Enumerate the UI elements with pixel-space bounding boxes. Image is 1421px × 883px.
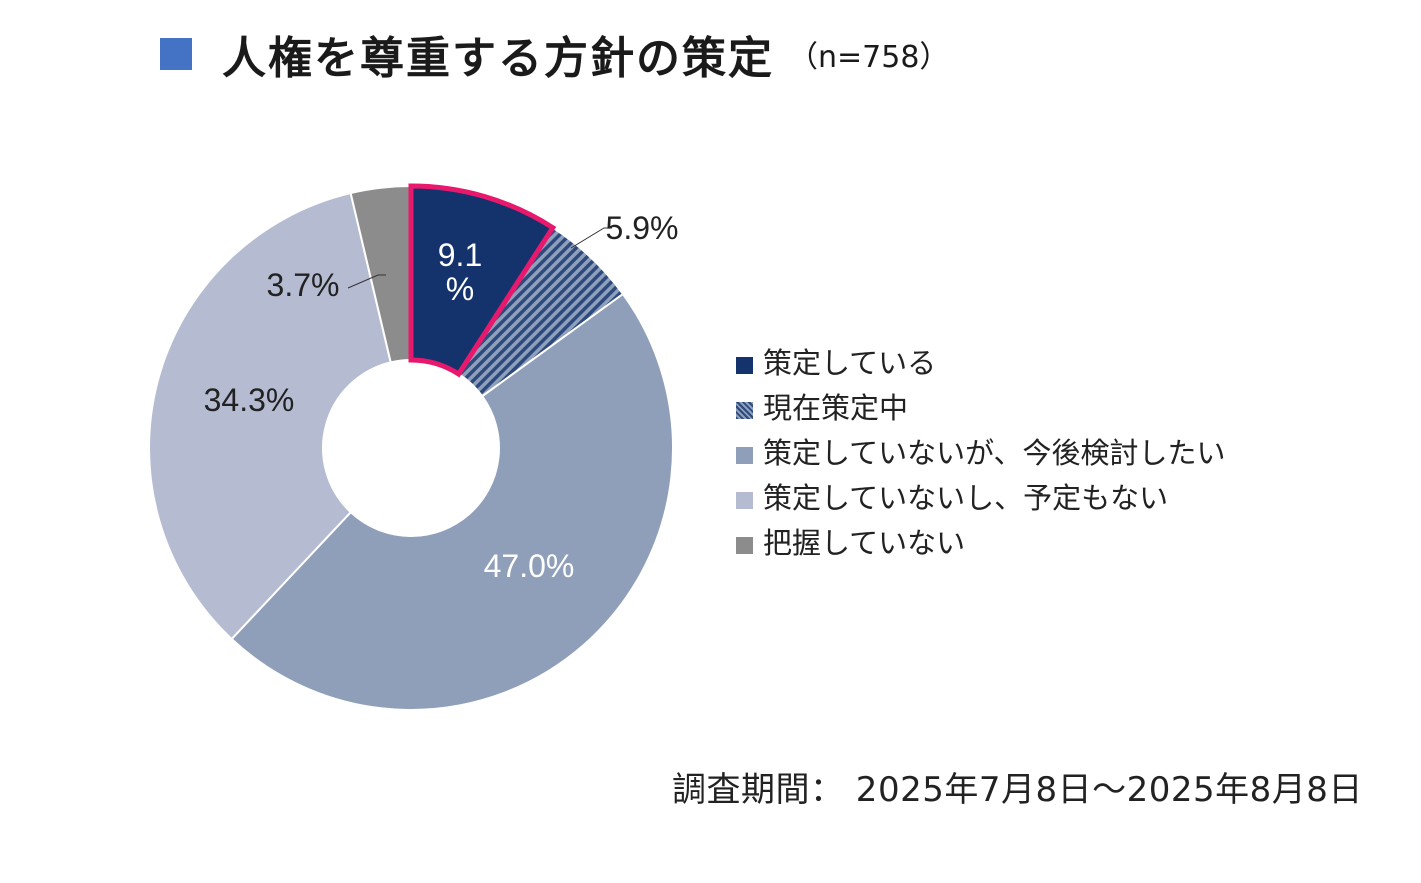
data-label-3: 47.0% [484,548,575,584]
legend-label: 把握していない [763,525,966,560]
legend-item: 現在策定中 [736,383,1226,428]
legend-item: 策定していないが、今後検討したい [736,428,1226,473]
legend-label: 策定していないが、今後検討したい [763,435,1226,470]
title-marker-square [160,38,192,70]
legend-item: 策定している [736,338,1226,383]
sample-size: （n=758） [788,40,950,75]
data-label-5: 3.7% [267,267,340,303]
legend-item: 策定していないし、予定もない [736,473,1226,518]
legend-label: 現在策定中 [763,390,909,425]
leader-line-2 [570,227,612,249]
legend-swatch [736,537,753,554]
highlight-outline [408,183,557,378]
legend-item: 把握していない [736,518,1226,563]
legend-swatch [736,492,753,509]
legend-swatch [736,357,753,374]
chart-title-text: 人権を尊重する方針の策定 [222,33,774,84]
legend-swatch [736,402,753,419]
chart-legend: 策定している 現在策定中策定していないが、今後検討したい 策定していないし、予定もな… [736,338,1226,563]
data-label-1: 9.1% [438,237,482,307]
slice-3 [230,292,674,711]
data-label-2: 5.9% [606,210,679,246]
legend-label: 策定している [763,345,937,380]
slice-4 [148,191,392,641]
data-label-4: 34.3% [204,382,295,418]
chart-title: 人権を尊重する方針の策定 （n=758） [160,22,949,86]
leader-line-5 [347,274,386,289]
legend-swatch [736,447,753,464]
legend-label: 策定していないし、予定もない [763,480,1169,515]
survey-period: 調査期間： 2025年7月8日～2025年8月8日 [672,770,1363,810]
